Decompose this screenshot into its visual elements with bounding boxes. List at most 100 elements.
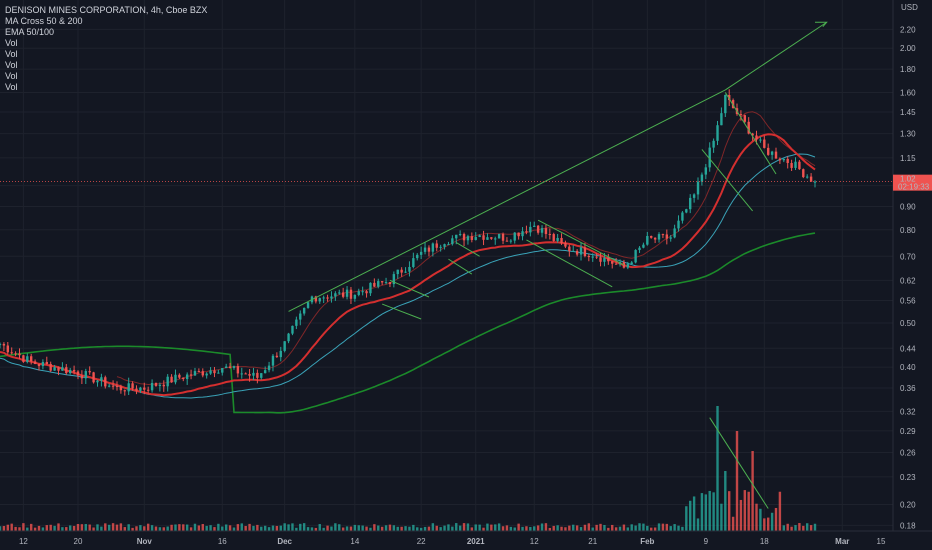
candle-body [700,174,704,182]
candle-body [271,355,275,366]
candle-body [76,371,80,376]
candle-body [57,367,60,371]
candle-body [193,371,197,376]
candle-body [677,220,680,229]
volume-bar [685,506,688,531]
candle-body [767,147,770,155]
volume-bar [271,525,275,531]
volume-bar [252,525,255,531]
volume-bar [653,527,657,531]
volume-bar [377,525,380,531]
candle-body [501,233,505,241]
volume-bar [661,523,665,531]
volume-bar [365,526,368,531]
current-price-badge [893,174,932,191]
flag-channel [448,258,473,275]
volume-bar [720,503,723,531]
candle-body [14,353,17,355]
candle-body [326,297,329,299]
price-tick-label: 0.26 [900,449,916,458]
volume-bar [412,524,415,531]
volume-bar [556,525,559,531]
candle-body [529,226,532,233]
volume-bar [256,524,259,531]
falling-channel [526,239,613,288]
legend-line-6[interactable]: Vol [5,82,18,92]
volume-bar [708,490,711,531]
candle-body [704,167,708,175]
volume-bar [76,523,80,531]
candle-body [162,384,165,387]
volume-bar [716,406,719,531]
price-tick-label: 1.45 [900,108,916,117]
candle-body [334,293,337,297]
candle-body [716,125,719,141]
volume-bar [388,524,392,531]
volume-bar [111,523,115,531]
candle-body [525,231,528,233]
candle-body [100,377,103,381]
candle-body [642,244,645,248]
volume-bar [607,527,610,531]
candle-body [751,133,754,136]
candle-body [330,296,333,299]
volume-bar [349,526,353,531]
legend-line-4[interactable]: Vol [5,60,18,70]
volume-bar [700,493,704,531]
time-axis: 12 20 Nov 16 Dec 14 22 2021 12 21 Feb 9 18 Mar 15 [0,530,932,550]
legend-line-2[interactable]: Vol [5,38,18,48]
legend-line-5[interactable]: Vol [5,71,18,81]
candle-body [154,382,158,386]
candle-body [279,350,282,358]
volume-bar [767,517,770,531]
volume-bar [373,524,376,531]
time-tick-label: Mar [835,537,849,546]
volume-bar [802,525,805,531]
legend-line-3[interactable]: Vol [5,49,18,59]
volume-bar [404,526,407,531]
price-tick-label: 0.44 [900,344,916,353]
volume-bar [302,523,306,531]
volume-bar [345,526,349,531]
volume-bar [37,525,41,531]
candle-body [384,282,388,284]
candle-body [392,274,396,285]
volume-bar [135,526,138,531]
symbol-title[interactable]: DENISON MINES CORPORATION, 4h, Cboe BZX [5,5,208,15]
volume-bar [806,523,809,531]
candle-body [661,234,665,236]
candle-body [287,333,290,342]
falling-channel [701,149,753,212]
candle-body [365,291,368,294]
volume-bar [423,526,427,531]
candle-body [318,298,321,302]
candle-body [182,377,185,380]
volume-bar [49,524,52,531]
candle-body [228,366,232,368]
volume-bar [431,523,435,531]
candle-body [244,373,247,375]
candle-body [474,237,477,240]
volume-bar [657,523,661,531]
candle-body [240,373,243,375]
candle-body [18,353,21,356]
candle-body [80,375,84,379]
current-price-label: 1.02 [900,175,916,184]
candle-body [0,343,2,345]
legend-line-1[interactable]: EMA 50/100 [5,27,55,37]
volume-bar [595,524,598,531]
time-tick-label: Dec [277,537,292,546]
candle-body [2,343,6,346]
legend-line-0[interactable]: MA Cross 50 & 200 [5,16,83,26]
candle-body [614,263,618,265]
countdown-label: 02:19:33 [898,183,930,192]
candle-body [283,341,286,351]
candle-body [373,282,376,287]
time-tick-label: 14 [350,537,359,546]
time-tick-label: 9 [704,537,709,546]
volume-bar [107,524,111,531]
candle-body [770,151,774,155]
candle-body [306,302,310,308]
candle-body [291,325,294,334]
